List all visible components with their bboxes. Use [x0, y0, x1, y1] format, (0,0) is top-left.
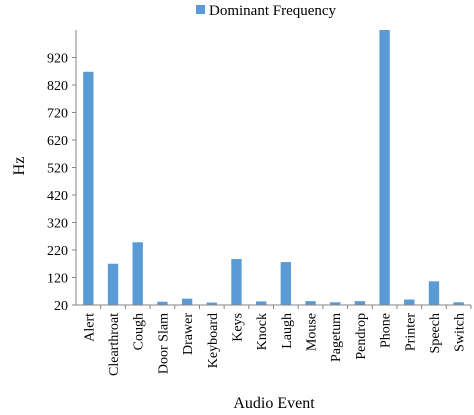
x-axis-title: Audio Event: [233, 395, 315, 412]
bar-keys: [231, 259, 242, 305]
bar-clearthroat: [107, 263, 119, 305]
x-tick-label: Speech: [428, 313, 443, 353]
x-tick-label: Printer: [403, 313, 418, 351]
legend-swatch: [196, 5, 205, 14]
x-tick-label: Phone: [379, 313, 394, 348]
bar-speech: [428, 281, 440, 305]
bar-alert: [83, 71, 94, 305]
y-tick-label: 920: [47, 52, 68, 67]
y-tick-label: 820: [47, 79, 68, 94]
bar-keyboard: [206, 302, 217, 305]
bars: [83, 30, 464, 305]
legend-label: Dominant Frequency: [209, 3, 337, 19]
x-tick-label: Mouse: [305, 313, 320, 351]
y-tick-label: 220: [47, 244, 68, 259]
x-axis-labels: Alert Clearthroat Cough Door Slam Drawer Keyb…: [82, 305, 472, 376]
x-tick-label: Keys: [230, 313, 245, 342]
bar-cough: [132, 242, 143, 305]
x-tick-label: Switch: [453, 313, 468, 352]
bar-pendrop: [354, 301, 366, 305]
y-tick-label: 320: [47, 217, 68, 232]
bar-knock: [255, 301, 267, 305]
bar-printer: [404, 299, 415, 305]
bar-door-slam: [157, 301, 168, 305]
y-tick-label: 20: [54, 299, 68, 314]
y-tick-label: 620: [47, 134, 68, 149]
x-tick-label: Drawer: [181, 313, 196, 355]
x-tick-label: Knock: [255, 313, 270, 350]
x-tick-label: Pagetum: [329, 313, 344, 362]
bar-mouse: [305, 301, 316, 305]
bar-phone: [379, 30, 390, 305]
bar-drawer: [181, 298, 193, 305]
legend: Dominant Frequency: [196, 3, 337, 19]
bar-switch: [453, 302, 464, 305]
bar-laugh: [280, 262, 292, 305]
y-axis-title: Hz: [11, 157, 28, 176]
x-tick-label: Alert: [82, 313, 97, 342]
x-tick-label: Cough: [132, 313, 147, 350]
bar-pagetum: [330, 302, 341, 305]
y-tick-label: 120: [47, 272, 68, 287]
y-tick-label: 520: [47, 162, 68, 177]
x-tick-label: Clearthroat: [107, 313, 122, 376]
x-tick-label: Pendrop: [354, 313, 369, 360]
x-tick-label: Laugh: [280, 313, 295, 349]
y-tick-label: 720: [47, 107, 68, 122]
y-axis-ticks: 20 120 220 320 420 520 620 720 820 920: [47, 52, 76, 314]
x-tick-label: Keyboard: [206, 313, 221, 368]
x-tick-label: Door Slam: [156, 313, 171, 374]
y-tick-label: 420: [47, 189, 68, 204]
